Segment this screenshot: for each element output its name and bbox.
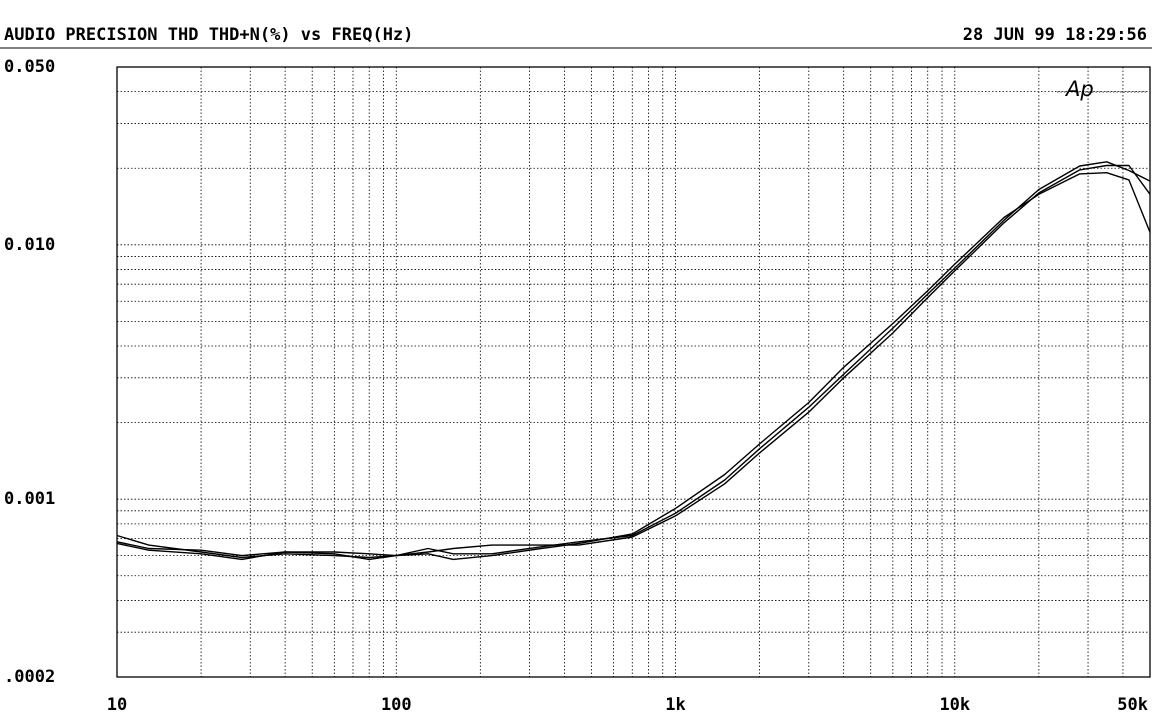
ap-logo: Ap — [1064, 77, 1094, 101]
series-line-2 — [116, 164, 1151, 557]
series-line-1 — [116, 161, 1151, 559]
x-tick-label: 1k — [665, 695, 685, 714]
x-tick-label: 100 — [381, 695, 412, 714]
series-line-3 — [116, 171, 1151, 561]
x-tick-label: 50k — [1117, 695, 1148, 714]
series-layer — [116, 161, 1151, 561]
x-axis: 10 100 1k 10k 50k — [107, 695, 1148, 714]
grid — [117, 67, 1150, 677]
y-tick-label: 0.050 — [4, 57, 55, 77]
y-tick-label: 0.010 — [4, 235, 55, 255]
chart-timestamp: 28 JUN 99 18:29:56 — [963, 25, 1147, 45]
x-tick-label: 10 — [107, 695, 127, 714]
y-tick-label: 0.001 — [4, 489, 55, 509]
chart-title: AUDIO PRECISION THD THD+N(%) vs FREQ(Hz) — [4, 25, 413, 45]
y-tick-label: .0002 — [4, 667, 55, 687]
y-axis: 0.050 0.010 0.001 .0002 — [4, 57, 55, 687]
plot-frame — [116, 66, 1151, 678]
x-tick-label: 10k — [939, 695, 970, 714]
